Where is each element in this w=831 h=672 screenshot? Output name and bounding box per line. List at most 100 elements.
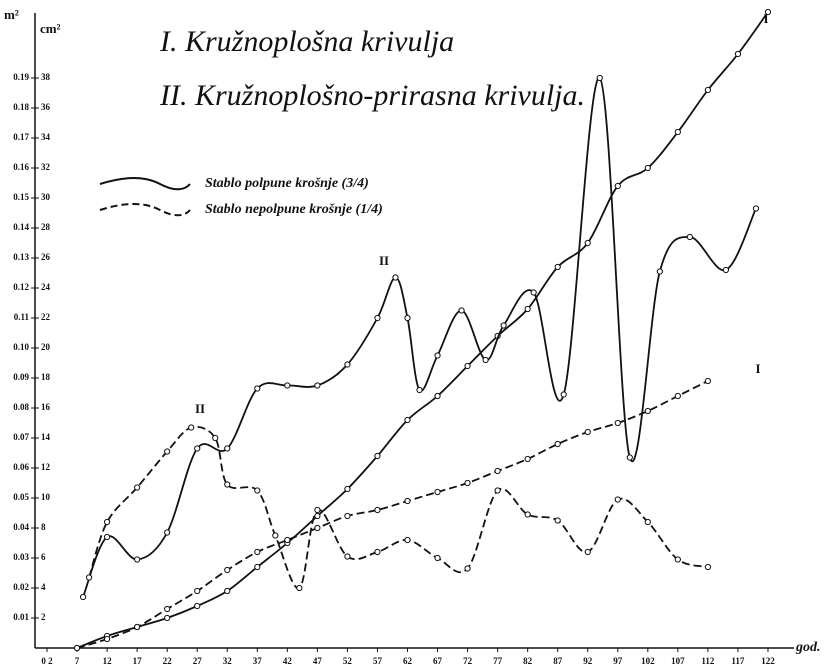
- data-point: [704, 563, 711, 571]
- y-tick-label: 20: [41, 342, 51, 352]
- data-point: [404, 536, 411, 544]
- x-tick-label: 47: [313, 656, 323, 666]
- data-point: [614, 496, 621, 503]
- y2-tick-label: 0.19: [13, 72, 29, 82]
- data-point: [674, 556, 681, 563]
- data-point: [584, 548, 591, 556]
- data-point: [314, 512, 321, 520]
- x-tick-label: 7: [75, 656, 80, 666]
- data-point: [752, 205, 760, 212]
- data-point: [656, 268, 663, 275]
- data-point: [85, 574, 93, 581]
- data-point: [103, 635, 111, 643]
- data-point: [530, 289, 537, 296]
- data-point: [704, 86, 711, 94]
- data-point: [434, 352, 441, 359]
- data-point: [644, 518, 651, 526]
- data-point: [164, 605, 171, 613]
- data-point: [314, 382, 321, 389]
- y2-tick-label: 0.10: [13, 342, 29, 352]
- data-point: [344, 361, 351, 368]
- data-point: [614, 419, 621, 427]
- data-point: [482, 356, 489, 364]
- data-point: [500, 322, 507, 329]
- x-tick-label: 77: [493, 656, 503, 666]
- data-point: [284, 536, 291, 544]
- y2-tick-label: 0.09: [13, 372, 29, 382]
- y-tick-label: 24: [41, 282, 51, 292]
- data-point: [134, 623, 141, 631]
- data-point: [416, 386, 423, 394]
- y2-tick-label: 0.18: [13, 102, 29, 112]
- data-point: [194, 602, 201, 610]
- x-tick-label: 27: [193, 656, 203, 666]
- data-point: [722, 266, 730, 274]
- y2-axis-label: m²: [4, 7, 19, 22]
- legend-text: Stablo polpune krošnje (3/4): [205, 176, 369, 191]
- data-point: [164, 448, 171, 455]
- data-point: [392, 274, 399, 281]
- data-point: [314, 506, 321, 514]
- data-point: [344, 485, 351, 493]
- data-point: [254, 487, 261, 494]
- y-tick-label: 16: [41, 402, 51, 412]
- y-tick-label: 26: [41, 252, 51, 262]
- data-point: [374, 452, 381, 460]
- data-point: [374, 314, 381, 322]
- legend-text: Stablo nepolpune krošnje (1/4): [205, 202, 383, 217]
- series-label: II: [379, 253, 389, 268]
- y2-tick-label: 0.14: [13, 222, 29, 232]
- data-point: [458, 307, 465, 314]
- y2-tick-label: 0.16: [13, 162, 29, 172]
- data-point: [134, 484, 141, 491]
- data-point: [584, 239, 591, 247]
- data-point: [764, 8, 772, 16]
- data-point: [434, 392, 441, 400]
- y2-tick-label: 0.13: [13, 252, 29, 262]
- data-point: [464, 565, 471, 572]
- data-point: [224, 481, 231, 488]
- data-point: [704, 377, 711, 385]
- x-tick-label: 0 2: [41, 656, 53, 666]
- y-tick-label: 8: [41, 522, 46, 532]
- x-tick-label: 87: [553, 656, 563, 666]
- data-point: [314, 524, 321, 532]
- x-tick-label: 102: [641, 656, 655, 666]
- y-tick-label: 4: [41, 582, 46, 592]
- y-tick-label: 30: [41, 192, 51, 202]
- y-tick-label: 32: [41, 162, 51, 172]
- data-point: [296, 584, 303, 592]
- data-point: [272, 532, 279, 539]
- y2-tick-label: 0.01: [13, 612, 29, 622]
- data-point: [73, 644, 81, 652]
- data-point: [224, 445, 231, 452]
- series-line: [76, 380, 709, 649]
- y2-tick-label: 0.12: [13, 282, 29, 292]
- data-point: [674, 392, 681, 400]
- data-point: [79, 593, 87, 601]
- data-point: [404, 314, 411, 322]
- x-tick-label: 32: [223, 656, 233, 666]
- data-point: [584, 428, 591, 436]
- data-point: [224, 587, 231, 595]
- data-point: [524, 305, 531, 313]
- y-tick-label: 36: [41, 102, 51, 112]
- x-tick-label: 107: [671, 656, 685, 666]
- y2-tick-label: 0.03: [13, 552, 29, 562]
- y2-tick-label: 0.05: [13, 492, 29, 502]
- data-point: [464, 362, 471, 370]
- data-point: [560, 391, 567, 398]
- x-tick-label: 97: [613, 656, 623, 666]
- x-tick-label: 72: [463, 656, 473, 666]
- data-point: [194, 587, 201, 595]
- data-point: [686, 233, 693, 241]
- data-point: [374, 548, 381, 556]
- series-label: II: [195, 401, 205, 416]
- x-axis-label: god.: [795, 640, 821, 655]
- x-tick-label: 92: [583, 656, 593, 666]
- data-point: [103, 533, 111, 541]
- data-point: [434, 488, 441, 496]
- data-point: [224, 566, 231, 574]
- data-point: [134, 556, 141, 563]
- y2-tick-label: 0.02: [13, 582, 29, 592]
